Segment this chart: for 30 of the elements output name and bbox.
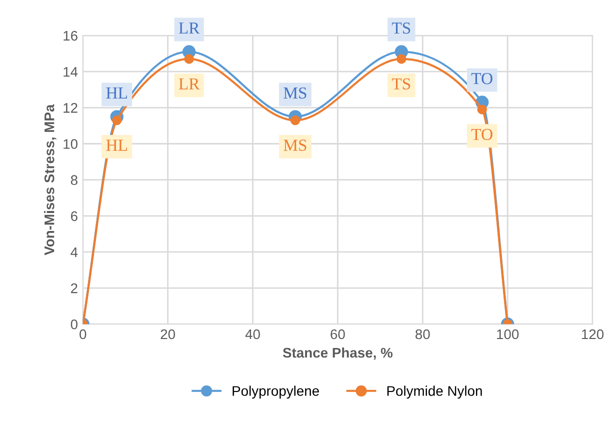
x-tick-label: 20 [160, 329, 176, 340]
x-tick-label: 120 [582, 329, 604, 340]
x-axis-title: Stance Phase, % [282, 347, 393, 360]
annotation: TS [392, 22, 410, 34]
x-tick-label: 40 [245, 329, 260, 340]
annotation: TS [392, 78, 410, 90]
annotation: HL [106, 140, 127, 151]
y-tick-label: 2 [71, 283, 78, 294]
annotation: TO [471, 128, 492, 140]
y-tick-label: 6 [71, 211, 78, 222]
y-tick-label: 14 [64, 67, 78, 77]
y-tick-label: 8 [70, 175, 78, 185]
annotation: MS [284, 87, 306, 99]
annotation: HL [106, 88, 127, 98]
x-tick-label: 80 [416, 329, 430, 340]
annotation: MS [284, 140, 306, 151]
annotation: LR [178, 22, 200, 34]
annotation: TO [471, 73, 492, 84]
legend-label: Polymide Nylon [387, 386, 482, 399]
legend-label: Polypropylene [232, 386, 319, 399]
y-axis-title: Von-Mises Stress, MPa [44, 104, 56, 256]
annotation: LR [178, 78, 200, 90]
y-tick-label: 16 [64, 30, 78, 41]
y-tick-label: 0 [70, 319, 78, 330]
y-tick-label: 12 [64, 103, 78, 113]
y-tick-label: 10 [64, 139, 78, 149]
x-tick-label: 0 [80, 329, 86, 340]
x-tick-label: 60 [330, 329, 345, 340]
x-tick-label: 100 [497, 329, 519, 340]
y-tick-label: 4 [70, 247, 78, 258]
